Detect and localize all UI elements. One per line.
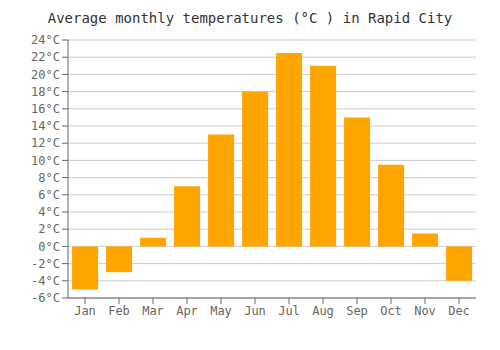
svg-text:Mar: Mar: [142, 304, 164, 318]
svg-text:Feb: Feb: [108, 304, 130, 318]
svg-text:Jul: Jul: [278, 304, 300, 318]
svg-text:16°C: 16°C: [31, 102, 60, 116]
svg-text:Aug: Aug: [312, 304, 334, 318]
svg-text:24°C: 24°C: [31, 33, 60, 47]
svg-text:22°C: 22°C: [31, 50, 60, 64]
svg-text:Apr: Apr: [176, 304, 198, 318]
svg-text:Dec: Dec: [448, 304, 470, 318]
svg-text:14°C: 14°C: [31, 119, 60, 133]
svg-text:Jan: Jan: [74, 304, 96, 318]
svg-text:Oct: Oct: [380, 304, 402, 318]
svg-text:Jun: Jun: [244, 304, 266, 318]
svg-text:0°C: 0°C: [38, 240, 60, 254]
svg-text:12°C: 12°C: [31, 136, 60, 150]
svg-text:2°C: 2°C: [38, 222, 60, 236]
svg-text:-6°C: -6°C: [31, 291, 60, 305]
html-text:Average monthly temperatures (: Average monthly temperatures (°C ) in Ra…: [47, 10, 453, 26]
svg-text:Sep: Sep: [346, 304, 368, 318]
svg-text:20°C: 20°C: [31, 68, 60, 82]
svg-text:10°C: 10°C: [31, 154, 60, 168]
svg-text:6°C: 6°C: [38, 188, 60, 202]
svg-text:May: May: [210, 304, 232, 318]
svg-text:4°C: 4°C: [38, 205, 60, 219]
svg-text:-4°C: -4°C: [31, 274, 60, 288]
svg-text:18°C: 18°C: [31, 85, 60, 99]
svg-text:-2°C: -2°C: [31, 257, 60, 271]
svg-text:Nov: Nov: [414, 304, 436, 318]
svg-text:8°C: 8°C: [38, 171, 60, 185]
